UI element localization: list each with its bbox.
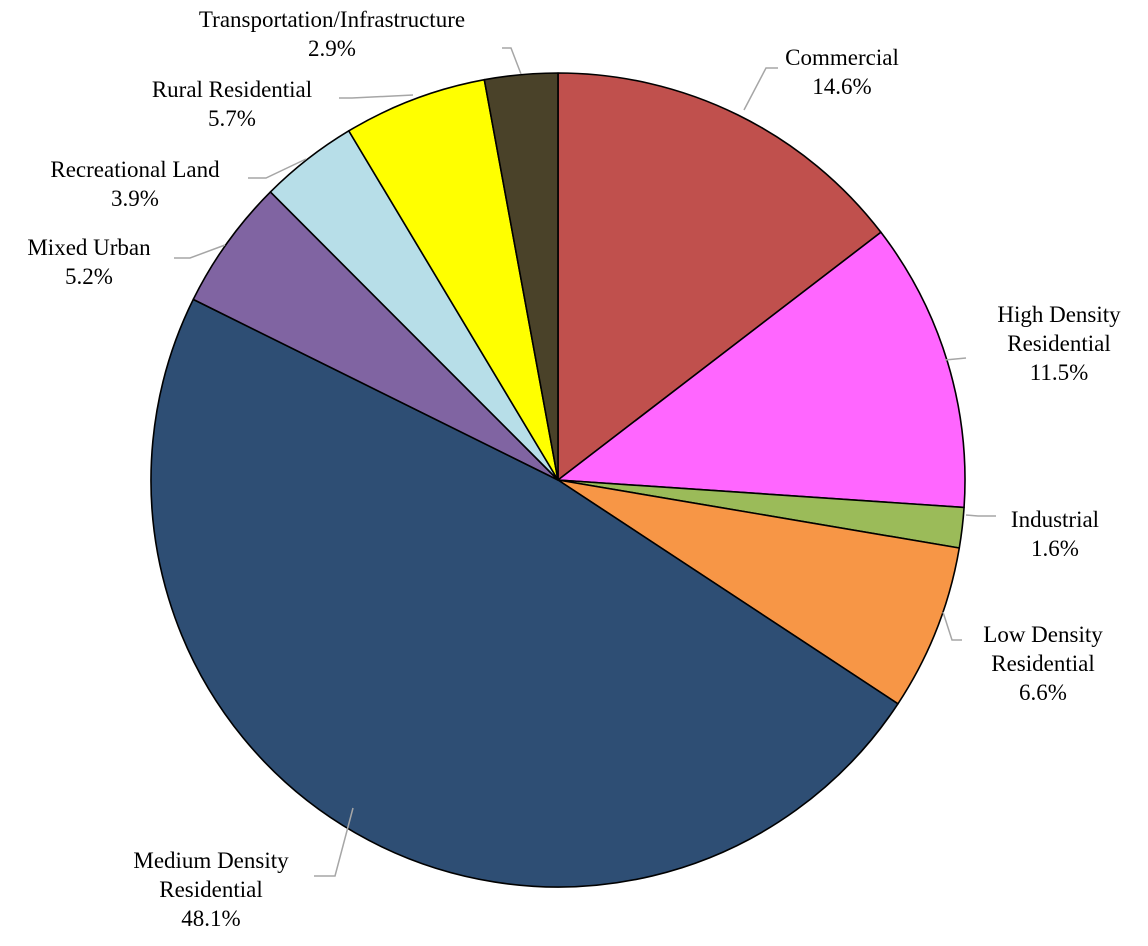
data-label-name: Residential bbox=[1007, 331, 1110, 356]
pie-slice-rural-residential bbox=[348, 78, 559, 481]
data-label-value: 1.6% bbox=[1031, 536, 1079, 561]
data-label-value: 48.1% bbox=[181, 906, 240, 931]
pie-slice-commercial bbox=[557, 72, 882, 481]
data-label-value: 5.7% bbox=[208, 106, 256, 131]
leader-lines bbox=[174, 47, 996, 877]
data-label-name: Mixed Urban bbox=[27, 235, 151, 260]
data-label-value: 11.5% bbox=[1030, 360, 1089, 385]
data-labels: Commercial 14.6% High Density Residential 11… bbox=[27, 7, 1121, 931]
data-label-name: Commercial bbox=[785, 45, 899, 70]
leader-line-industrial bbox=[965, 514, 996, 517]
pie-slices bbox=[150, 72, 966, 888]
data-label-name: Medium Density bbox=[133, 848, 289, 873]
leader-line-medium-density-residential bbox=[314, 807, 354, 877]
data-label-name: Residential bbox=[991, 651, 1094, 676]
data-label-value: 3.9% bbox=[111, 186, 159, 211]
data-label-name: High Density bbox=[997, 302, 1121, 327]
data-label-high-density-residential: High Density Residential 11.5% bbox=[997, 302, 1121, 385]
data-label-name: Low Density bbox=[983, 622, 1103, 647]
data-label-name: Industrial bbox=[1011, 507, 1099, 532]
leader-line-commercial bbox=[743, 67, 778, 111]
pie-slice-medium-density-residential bbox=[150, 298, 899, 888]
data-label-low-density-residential: Low Density Residential 6.6% bbox=[983, 622, 1103, 705]
leader-line-low-density-residential bbox=[942, 611, 962, 641]
pie-slice-high-density-residential bbox=[557, 231, 966, 509]
data-label-name: Recreational Land bbox=[50, 157, 220, 182]
data-label-value: 5.2% bbox=[65, 264, 113, 289]
leader-line-transportation-infrastructure bbox=[502, 47, 522, 75]
leader-line-high-density-residential bbox=[944, 357, 967, 361]
data-label-mixed-urban: Mixed Urban 5.2% bbox=[27, 235, 151, 289]
data-label-value: 14.6% bbox=[812, 74, 871, 99]
pie-slice-low-density-residential bbox=[557, 479, 961, 705]
data-label-value: 2.9% bbox=[308, 36, 356, 61]
data-label-recreational-land: Recreational Land 3.9% bbox=[50, 157, 220, 211]
data-label-transportation-infrastructure: Transportation/Infrastructure 2.9% bbox=[199, 7, 465, 61]
data-label-rural-residential: Rural Residential 5.7% bbox=[152, 77, 312, 131]
leader-line-recreational-land bbox=[248, 158, 307, 179]
data-label-industrial: Industrial 1.6% bbox=[1011, 507, 1099, 561]
data-label-value: 6.6% bbox=[1019, 680, 1067, 705]
data-label-name: Residential bbox=[159, 877, 262, 902]
pie-slice-transportation-infrastructure bbox=[483, 72, 559, 481]
data-label-name: Rural Residential bbox=[152, 77, 312, 102]
data-label-name: Transportation/Infrastructure bbox=[199, 7, 465, 32]
leader-line-mixed-urban bbox=[174, 244, 226, 259]
data-label-commercial: Commercial 14.6% bbox=[785, 45, 899, 99]
leader-line-rural-residential bbox=[339, 94, 414, 99]
data-label-medium-density-residential: Medium Density Residential 48.1% bbox=[133, 848, 289, 931]
